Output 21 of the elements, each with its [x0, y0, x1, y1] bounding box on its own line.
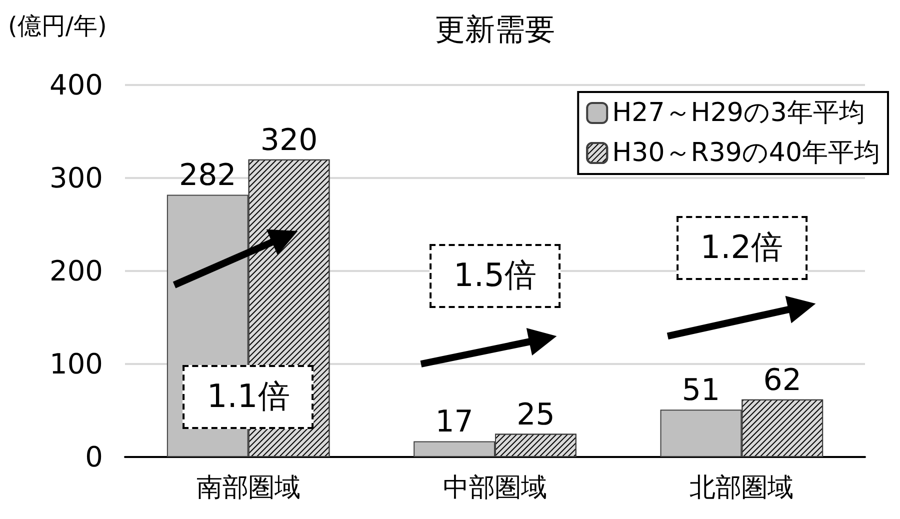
- y-tick-label: 400: [50, 68, 103, 102]
- data-label: 51: [682, 373, 720, 408]
- data-label: 25: [516, 397, 555, 432]
- y-tick-label: 300: [50, 162, 103, 194]
- annotation: 1.5倍: [430, 244, 560, 308]
- x-tick-label: 南部圏域: [196, 473, 300, 503]
- legend-label: H30～R39の40年平均: [612, 138, 880, 168]
- x-tick-label: 北部圏域: [690, 473, 794, 503]
- annotation: 1.1倍: [182, 364, 314, 429]
- x-tick-label: 中部圏域: [443, 473, 547, 503]
- chart-title: 更新需要: [435, 12, 555, 48]
- annotation: 1.2倍: [676, 216, 808, 280]
- y-axis-title: (億円/年): [8, 11, 107, 42]
- data-label: 62: [763, 362, 802, 398]
- legend-label: H27～H29の3年平均: [612, 98, 865, 128]
- y-tick-label: 100: [50, 348, 103, 380]
- y-tick-label: 200: [50, 254, 103, 288]
- data-label: 282: [179, 158, 236, 194]
- data-label: 17: [435, 404, 474, 440]
- y-tick-label: 0: [85, 440, 103, 474]
- data-label: 320: [260, 122, 318, 158]
